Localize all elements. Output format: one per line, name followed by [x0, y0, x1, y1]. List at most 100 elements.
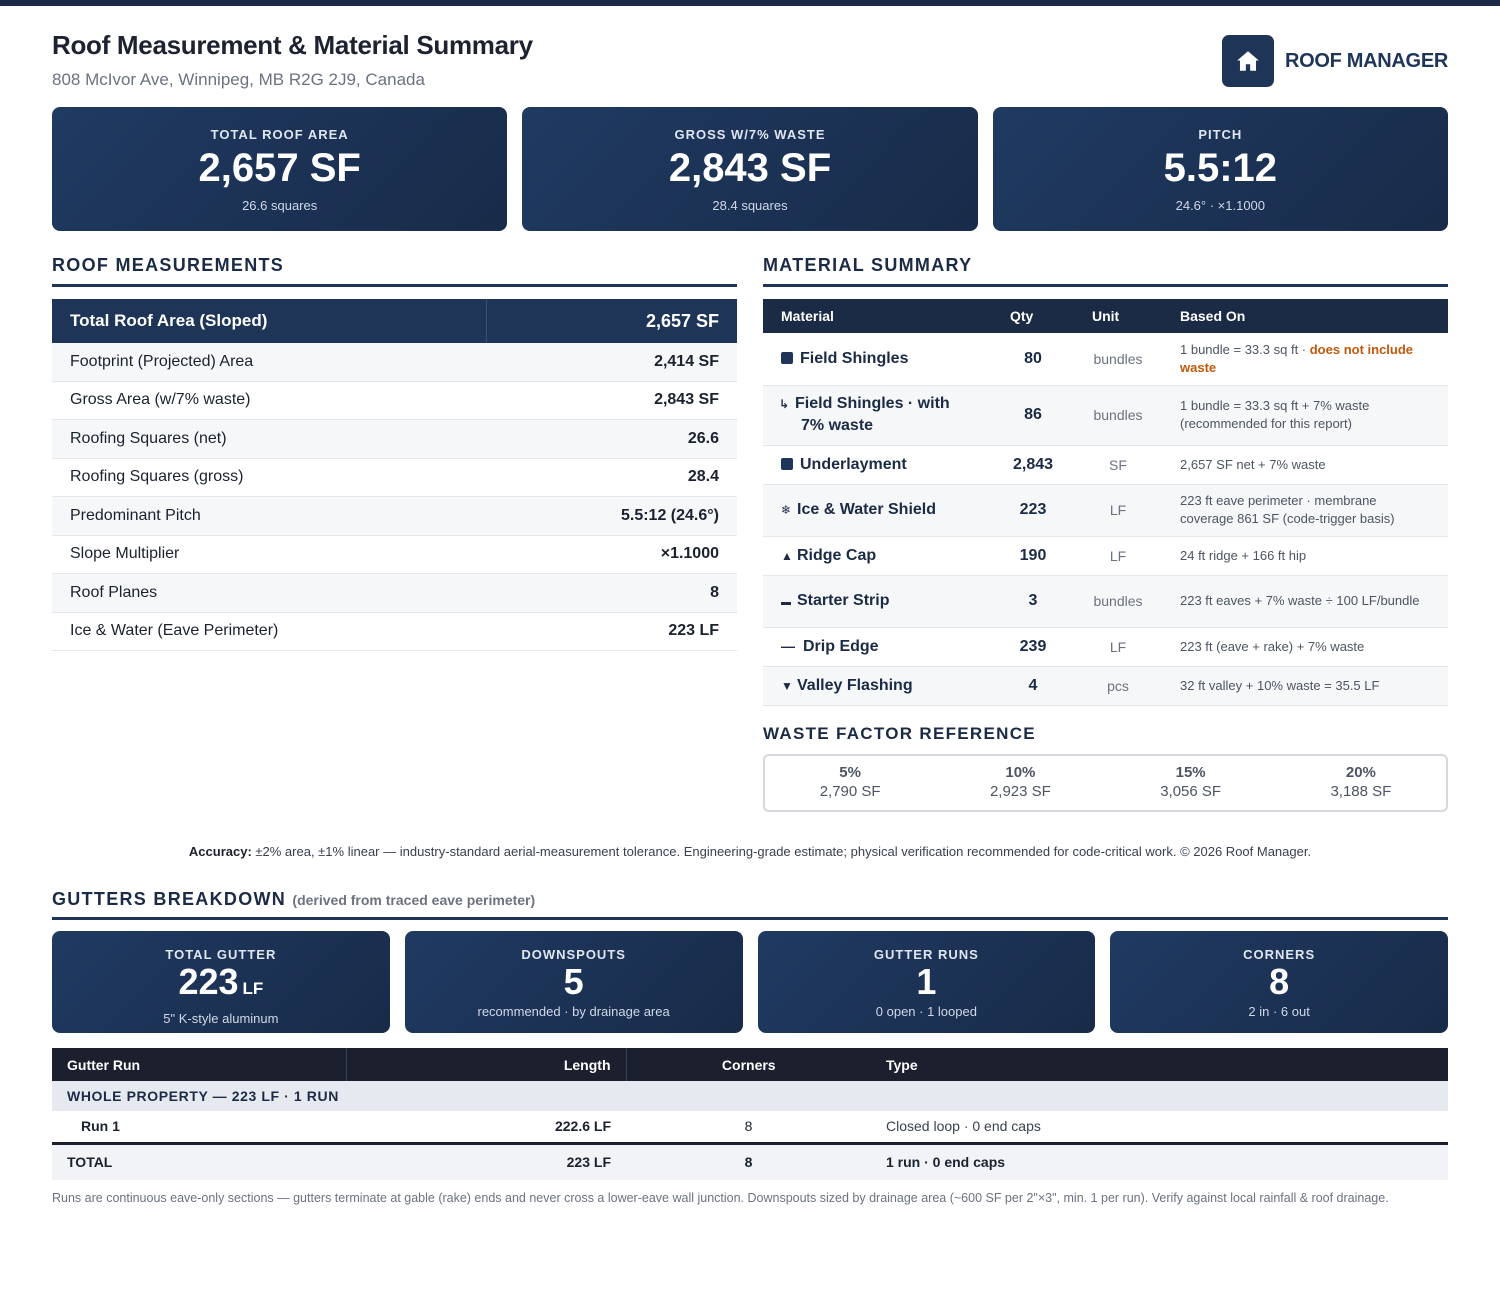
material-basis: 223 ft (eave + rake) + 7% waste [1162, 627, 1448, 667]
row-value: 26.6 [687, 429, 719, 447]
roof-measurements-table: Total Roof Area (Sloped) 2,657 SF Footpr… [52, 299, 737, 651]
row-value: 2,414 SF [654, 352, 719, 370]
table-row: Roof Planes 8 [52, 574, 737, 613]
stat-label: GUTTER RUNS [873, 947, 979, 962]
summary-stat-cards: TOTAL ROOF AREA 2,657 SF 26.6 squares GR… [52, 107, 1448, 231]
material-label: Ridge Cap [797, 546, 877, 564]
table-row: Ice & Water (Eave Perimeter) 223 LF [52, 613, 737, 651]
stat-card-corners: CORNERS 8 2 in · 6 out [1110, 931, 1448, 1033]
material-basis: 223 ft eave perimeter · membrane coverag… [1162, 484, 1448, 537]
row-value: 2,843 SF [654, 391, 719, 409]
gutters-heading: GUTTERS BREAKDOWN (derived from traced e… [52, 889, 535, 910]
stat-value: 8 [1269, 961, 1290, 1002]
row-label: Slope Multiplier [70, 545, 180, 563]
stat-card-total-area: TOTAL ROOF AREA 2,657 SF 26.6 squares [52, 107, 508, 231]
waste-factor-item: 15% 3,056 SF [1106, 756, 1276, 810]
waste-value: 3,056 SF [1160, 783, 1222, 800]
stat-card-downspouts: DOWNSPOUTS 5 recommended · by drainage a… [404, 931, 743, 1033]
material-unit: bundles [1074, 575, 1162, 628]
table-row: Field Shingles 80 bundles 1 bundle = 33.… [763, 333, 1448, 386]
stat-sub: 26.6 squares [242, 198, 318, 213]
material-qty: 3 [992, 575, 1074, 628]
page-title: Roof Measurement & Material Summary [52, 30, 533, 60]
stat-sub: 5" K-style aluminum [163, 1011, 279, 1026]
top-accent-bar [0, 0, 1500, 6]
column-header: Gutter Run [52, 1048, 347, 1081]
row-label: Gross Area (w/7% waste) [70, 391, 251, 409]
accuracy-label: Accuracy: [188, 844, 252, 859]
square-icon [781, 351, 793, 364]
row-label: Predominant Pitch [70, 506, 201, 524]
stat-card-gross-waste: GROSS W/7% WASTE 2,843 SF 28.4 squares [522, 107, 978, 231]
stat-sub: 24.6° · ×1.1000 [1175, 198, 1266, 213]
strip-icon: ▬ [781, 597, 791, 608]
table-row: Roofing Squares (gross) 28.4 [52, 459, 737, 497]
triangle-down-icon: ▼ [781, 678, 793, 693]
waste-factor-item: 20% 3,188 SF [1276, 756, 1446, 810]
material-unit: LF [1074, 484, 1162, 537]
waste-pct: 15% [1175, 764, 1206, 781]
stat-label: GROSS W/7% WASTE [674, 127, 826, 142]
table-row: ▬ Starter Strip 3 bundles 223 ft eaves + … [763, 575, 1448, 628]
row-label: Footprint (Projected) Area [70, 352, 254, 370]
stat-label: CORNERS [1243, 947, 1316, 962]
group-label: WHOLE PROPERTY — 223 LF · 1 RUN [52, 1081, 1448, 1111]
table-row: ▼ Valley Flashing 4 pcs 32 ft valley + 10… [763, 666, 1448, 706]
stat-sub: recommended · by drainage area [477, 1004, 670, 1019]
section-divider [763, 284, 1448, 287]
material-name: ❄ Ice & Water Shield [763, 484, 992, 537]
stat-value: 5 [563, 961, 584, 1002]
material-unit: SF [1074, 445, 1162, 485]
material-basis: 32 ft valley + 10% waste = 35.5 LF [1162, 666, 1448, 706]
column-header: Type [871, 1048, 1448, 1081]
stat-card-total-gutter: TOTAL GUTTER 223 LF 5" K-style aluminum [52, 931, 390, 1033]
waste-factor-box: 5% 2,790 SF 10% 2,923 SF 15% 3,056 SF 20% 3,… [763, 754, 1448, 812]
gutter-runs-table: Gutter Run Length Corners Type WHOLE PRO… [52, 1048, 1448, 1180]
waste-pct: 5% [839, 764, 861, 781]
waste-value: 2,790 SF [819, 783, 881, 800]
measurement-rows: Footprint (Projected) Area 2,414 SF Gross… [52, 343, 737, 651]
material-basis: 24 ft ridge + 166 ft hip [1162, 536, 1448, 576]
material-unit: pcs [1074, 666, 1162, 706]
property-address: 808 McIvor Ave, Winnipeg, MB R2G 2J9, Ca… [52, 70, 425, 89]
run-corners: 8 [626, 1111, 871, 1145]
material-name: — Drip Edge [763, 627, 992, 667]
material-unit: bundles [1074, 333, 1162, 386]
section-divider [52, 284, 737, 287]
stat-sub: 2 in · 6 out [1248, 1004, 1310, 1019]
gutter-stat-cards: TOTAL GUTTER 223 LF 5" K-style aluminum D… [52, 931, 1448, 1033]
table-row: Slope Multiplier ×1.1000 [52, 536, 737, 574]
material-label: Field Shingles · with 7% waste [795, 395, 950, 434]
column-header: Qty [992, 299, 1074, 333]
sub-arrow-icon: ↳ [779, 397, 790, 411]
gutters-title: GUTTERS BREAKDOWN [52, 889, 287, 909]
material-basis: 1 bundle = 33.3 sq ft + 7% waste (recomm… [1162, 385, 1448, 446]
material-qty: 86 [992, 385, 1074, 446]
material-label: Starter Strip [797, 592, 890, 609]
total-label: TOTAL [52, 1143, 346, 1180]
stat-label: DOWNSPOUTS [521, 947, 626, 962]
material-qty: 2,843 [992, 445, 1074, 485]
line-icon: — [781, 637, 795, 654]
material-summary-heading: MATERIAL SUMMARY [763, 255, 973, 275]
stat-label: TOTAL GUTTER [165, 947, 277, 962]
waste-factor-item: 5% 2,790 SF [765, 756, 935, 810]
stat-value: 5.5:12 [1163, 146, 1278, 190]
material-label: Valley Flashing [797, 676, 913, 694]
row-value: 5.5:12 (24.6°) [620, 506, 719, 524]
brand-logo: ROOF MANAGER [1221, 35, 1448, 87]
waste-factor-heading: WASTE FACTOR REFERENCE [763, 724, 1036, 743]
material-unit: LF [1074, 627, 1162, 667]
basis-text: 1 bundle = 33.3 sq ft · [1180, 341, 1310, 357]
waste-pct: 20% [1345, 764, 1376, 781]
roof-measurements-heading: ROOF MEASUREMENTS [52, 255, 285, 275]
stat-value: 2,657 SF [198, 146, 361, 190]
waste-value: 2,923 SF [989, 783, 1051, 800]
table-row: — Drip Edge 239 LF 223 ft (eave + rake) +… [763, 627, 1448, 667]
column-header: Corners [626, 1048, 871, 1081]
material-name: ▬ Starter Strip [763, 575, 992, 628]
waste-value: 3,188 SF [1330, 783, 1392, 800]
total-corners: 8 [626, 1143, 871, 1180]
row-label: Roofing Squares (net) [70, 429, 227, 447]
stat-number: 223 [178, 961, 239, 1002]
